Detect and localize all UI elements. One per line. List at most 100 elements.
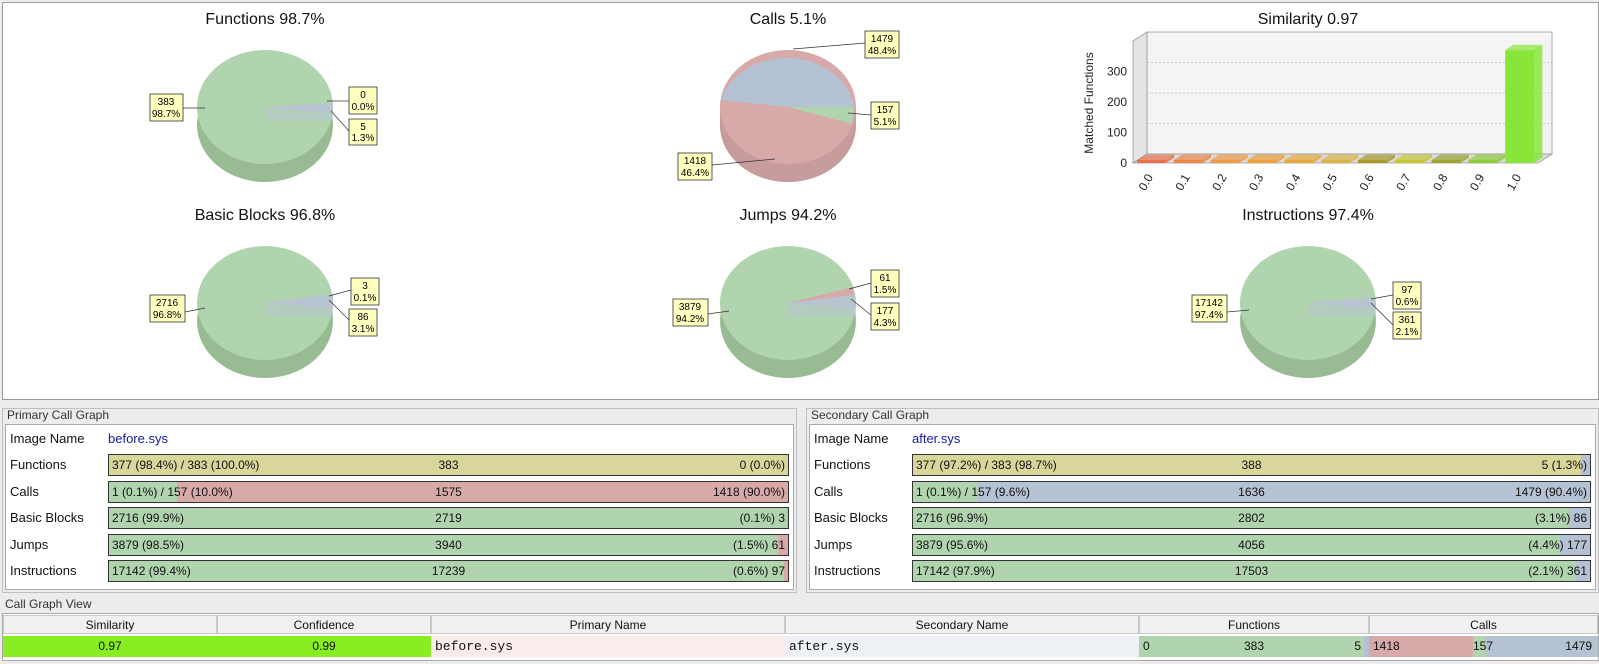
- functions-label-count-2: 5: [360, 122, 366, 133]
- calls-label-count-1: 157: [877, 105, 894, 116]
- primary-row-bar[interactable]: 2716 (99.9%) 2719 (0.1%) 3: [108, 507, 789, 530]
- functions-pie-slice-edge: [265, 107, 333, 121]
- similarity-bar-top: [1431, 154, 1469, 160]
- secondary-row-jumps: Jumps 3879 (95.6%) 4056 (4.4%) 177: [810, 532, 1595, 559]
- similarity-bar-side: [1386, 154, 1396, 163]
- jumps-pie-chart: Jumps 94.2% 3879 94.2% 61 1.5% 177: [672, 207, 900, 378]
- secondary-row-bar-left-text: 3879 (95.6%): [916, 537, 989, 552]
- primary-row-basic-blocks: Basic Blocks 2716 (99.9%) 2719 (0.1%) 3: [6, 505, 793, 532]
- header-calls[interactable]: Calls: [1369, 615, 1598, 634]
- similarity-y-tick: 100: [1107, 126, 1127, 140]
- header-primary-name[interactable]: Primary Name: [431, 615, 785, 634]
- similarity-bar-0.3[interactable]: [1247, 160, 1277, 163]
- cell-similarity[interactable]: 0.97: [3, 636, 217, 657]
- similarity-y-axis-label: Matched Functions: [1082, 52, 1096, 153]
- cell-primary-name[interactable]: before.sys: [431, 636, 785, 657]
- functions-label-zero: 0 0.0%: [348, 86, 378, 115]
- similarity-bar-0.4[interactable]: [1284, 160, 1314, 163]
- similarity-bar-top: [1394, 154, 1432, 160]
- secondary-image-name-value[interactable]: after.sys: [912, 431, 961, 446]
- calls-chart-title: Calls 5.1%: [750, 11, 826, 28]
- similarity-x-tick: 0.2: [1209, 171, 1230, 193]
- primary-row-bar[interactable]: 1 (0.1%) / 157 (10.0%) 1575 1418 (90.0%): [108, 480, 789, 503]
- primary-row-bar-fill: [109, 508, 788, 529]
- basic-blocks-pie-chart: Basic Blocks 96.8% 2716 96.8% 3 0.1% 86 …: [149, 207, 380, 378]
- jumps-leader-1: [848, 282, 872, 290]
- primary-row-label: Functions: [10, 457, 67, 472]
- basic-blocks-leader-1: [328, 289, 352, 297]
- calls-label-count-2: 1418: [684, 156, 707, 167]
- similarity-bar-0.9[interactable]: [1468, 160, 1498, 163]
- primary-row-label: Instructions: [10, 563, 77, 579]
- header-similarity[interactable]: Similarity: [3, 615, 217, 634]
- primary-row-bar[interactable]: 3879 (98.5%) 3940 (1.5%) 61: [108, 533, 789, 556]
- secondary-row-bar[interactable]: 3879 (95.6%) 4056 (4.4%) 177: [912, 533, 1591, 556]
- secondary-row-bar-fill: [913, 561, 1576, 582]
- primary-row-bar[interactable]: 377 (98.4%) / 383 (100.0%) 383 0 (0.0%): [108, 454, 789, 476]
- cell-functions[interactable]: 0 383 5: [1139, 636, 1369, 657]
- primary-row-jumps: Jumps 3879 (98.5%) 3940 (1.5%) 61: [6, 532, 793, 559]
- secondary-row-bar[interactable]: 377 (97.2%) / 383 (98.7%) 388 5 (1.3%): [912, 454, 1591, 476]
- header-functions[interactable]: Functions: [1139, 615, 1369, 634]
- primary-row-bar-right-text: 1418 (90.0%): [712, 484, 785, 499]
- similarity-side-wall: [1132, 31, 1148, 164]
- similarity-y-tick: 200: [1107, 95, 1127, 109]
- secondary-row-functions: Functions 377 (97.2%) / 383 (98.7%) 388 5 (…: [810, 452, 1595, 479]
- secondary-row-bar-right-text: (4.4%) 177: [1528, 537, 1587, 552]
- primary-row-label: Jumps: [10, 536, 49, 552]
- call-graph-view-table: Similarity Confidence Primary Name Secon…: [2, 613, 1599, 661]
- similarity-bar-1.0[interactable]: [1505, 50, 1534, 163]
- primary-row-bar-center-text: 1575: [435, 484, 462, 499]
- basic-blocks-label-box-2: [348, 308, 378, 337]
- jumps-label-box-1: [870, 269, 900, 298]
- cell-calls[interactable]: 1418 157 1479: [1369, 636, 1598, 657]
- secondary-row-label: Functions: [814, 457, 871, 472]
- jumps-pie-slice-primary-only: [788, 287, 854, 303]
- similarity-bar-0.8[interactable]: [1431, 160, 1461, 163]
- instructions-label-pct-0: 97.4%: [1195, 310, 1223, 321]
- primary-row-bar-right-text: 0 (0.0%): [739, 458, 785, 472]
- secondary-row-bar-center-text: 1636: [1238, 484, 1265, 499]
- primary-row-bar[interactable]: 17142 (99.4%) 17239 (0.6%) 97: [108, 560, 789, 583]
- functions-pie-chart: Functions 98.7% 383 98.7% 0 0.0% 5 1.3%: [149, 11, 378, 182]
- similarity-bar-side: [1534, 44, 1543, 163]
- calls-label-box-2: [677, 152, 713, 181]
- similarity-bar-side: [1423, 154, 1432, 163]
- cell-confidence[interactable]: 0.99: [217, 636, 431, 657]
- similarity-bar-0.1[interactable]: [1173, 160, 1203, 163]
- calls-pie-slice-matched: [788, 107, 854, 124]
- primary-row-bar-center-text: 3940: [435, 537, 462, 552]
- similarity-bar-top: [1284, 154, 1322, 160]
- similarity-bar-0.7[interactable]: [1394, 160, 1424, 163]
- primary-row-bar-fill: [109, 455, 788, 475]
- secondary-row-bar-center-text: 2802: [1238, 511, 1265, 526]
- secondary-row-bar-right-text: 5 (1.3%): [1541, 458, 1587, 472]
- charts-panel: Functions 98.7% 383 98.7% 0 0.0% 5 1.3%: [2, 2, 1599, 400]
- calls-label-secondary: 1479 48.4%: [864, 30, 900, 59]
- similarity-bar-0.6[interactable]: [1357, 160, 1387, 163]
- similarity-bar-side: [1202, 154, 1212, 163]
- secondary-row-bar[interactable]: 1 (0.1%) / 157 (9.6%) 1636 1479 (90.4%): [912, 480, 1591, 503]
- similarity-bar-0.2[interactable]: [1210, 160, 1240, 163]
- header-secondary-name[interactable]: Secondary Name: [785, 615, 1139, 634]
- secondary-row-bar[interactable]: 17142 (97.9%) 17503 (2.1%) 361: [912, 560, 1591, 583]
- jumps-label-primary: 61 1.5%: [870, 269, 900, 298]
- primary-row-bar-fill: [109, 481, 177, 502]
- header-confidence[interactable]: Confidence: [217, 615, 431, 634]
- instructions-leader-1: [1370, 294, 1394, 300]
- primary-row-instructions: Instructions 17142 (99.4%) 17239 (0.6%) 97: [6, 558, 793, 585]
- similarity-bar-0.5[interactable]: [1321, 160, 1350, 163]
- similarity-bar-0.0[interactable]: [1137, 160, 1166, 163]
- cell-secondary-name[interactable]: after.sys: [785, 636, 1139, 657]
- primary-row-label: Calls: [10, 483, 39, 499]
- primary-row-bar-right-text: (0.1%) 3: [739, 511, 785, 526]
- similarity-bar-top: [1468, 154, 1506, 160]
- secondary-image-name-label: Image Name: [814, 431, 889, 446]
- primary-image-name-value[interactable]: before.sys: [108, 431, 168, 446]
- secondary-row-bar[interactable]: 2716 (96.9%) 2802 (3.1%) 86: [912, 507, 1591, 530]
- calls-leader-2: [711, 158, 776, 166]
- primary-row-label: Basic Blocks: [10, 510, 84, 526]
- similarity-y-tick: 0: [1120, 156, 1127, 170]
- secondary-row-bar-left-text: 2716 (96.9%): [916, 511, 989, 526]
- basic-blocks-label-count-0: 2716: [156, 298, 179, 309]
